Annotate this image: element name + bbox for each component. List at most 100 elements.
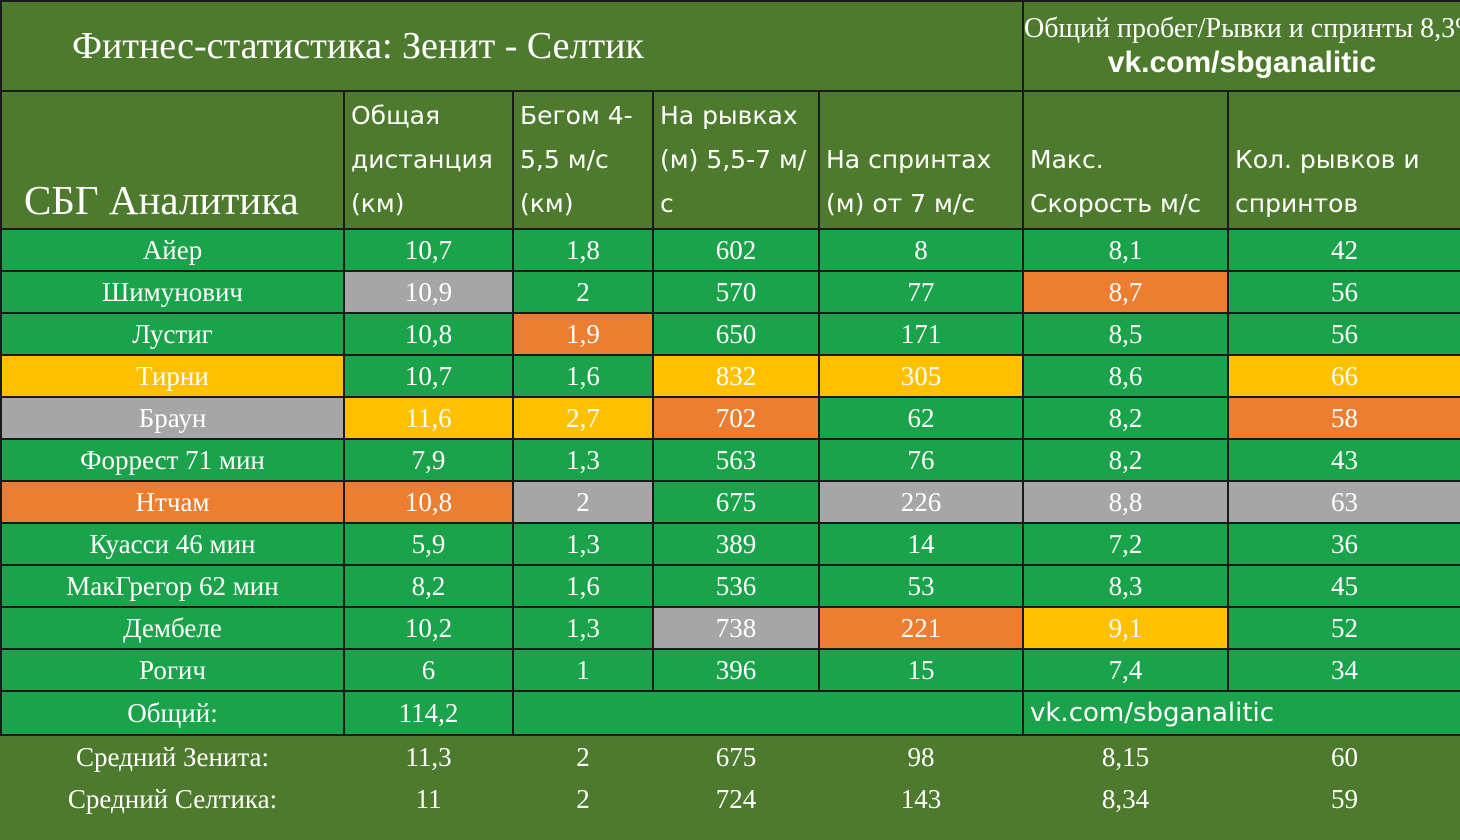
stat-cell: 7,4 — [1022, 648, 1229, 692]
title-side: Общий пробег/Рывки и спринты 8,3% vk.com… — [1021, 0, 1460, 92]
stat-cell: 1,9 — [512, 312, 654, 356]
stat-cell: 563 — [652, 438, 820, 482]
average-label: Средний Селтика: — [1, 778, 344, 820]
footer-link[interactable]: vk.com/sbganalitic — [1021, 690, 1460, 736]
stat-cell: 43 — [1226, 438, 1460, 482]
stat-cell: 536 — [652, 564, 820, 608]
stat-cell: 5,9 — [343, 522, 514, 566]
header-row: СБГ Аналитика Общая дистанция (км) Бегом… — [0, 90, 1460, 230]
average-value: 675 — [653, 735, 819, 778]
stat-cell: 2 — [512, 270, 654, 314]
player-name: Тирни — [0, 354, 345, 398]
average-value: 60 — [1228, 735, 1460, 778]
stat-cell: 2,7 — [512, 396, 654, 440]
stat-cell: 570 — [652, 270, 820, 314]
average-value: 11 — [344, 778, 513, 820]
stat-cell: 8 — [818, 228, 1024, 272]
stat-cell: 34 — [1226, 648, 1460, 692]
stat-cell: 56 — [1226, 270, 1460, 314]
stat-cell: 56 — [1226, 312, 1460, 356]
player-name: Айер — [0, 228, 345, 272]
table-row: Браун 11,6 2,7 702 62 8,2 58 — [0, 396, 1460, 440]
column-header: Бегом 4-5,5 м/с (км) — [512, 90, 654, 230]
column-header: Кол. рывков и спринтов — [1226, 90, 1460, 230]
stats-table: Фитнес-статистика: Зенит - Селтик Общий … — [0, 0, 1460, 820]
player-name: Шимунович — [0, 270, 345, 314]
average-value: 8,34 — [1023, 778, 1228, 820]
stat-cell: 77 — [818, 270, 1024, 314]
stat-cell: 7,9 — [343, 438, 514, 482]
player-name: Нтчам — [0, 480, 345, 524]
table-row: Тирни 10,7 1,6 832 305 8,6 66 — [0, 354, 1460, 398]
stat-cell: 1,3 — [512, 606, 654, 650]
stat-cell: 8,3 — [1022, 564, 1229, 608]
total-value: 114,2 — [343, 690, 514, 736]
stat-cell: 66 — [1226, 354, 1460, 398]
total-label: Общий: — [0, 690, 345, 736]
average-value: 724 — [653, 778, 819, 820]
stat-cell: 7,2 — [1022, 522, 1229, 566]
table-row: Шимунович 10,9 2 570 77 8,7 56 — [0, 270, 1460, 314]
header-link[interactable]: vk.com/sbganalitic — [1107, 46, 1377, 79]
table-row: Айер 10,7 1,8 602 8 8,1 42 — [0, 228, 1460, 272]
stat-cell: 221 — [818, 606, 1024, 650]
average-label: Средний Зенита: — [1, 735, 344, 778]
table-row: Рогич 6 1 396 15 7,4 34 — [0, 648, 1460, 692]
player-name: Форрест 71 мин — [0, 438, 345, 482]
stat-cell: 675 — [652, 480, 820, 524]
stat-cell: 1,3 — [512, 522, 654, 566]
stat-cell: 602 — [652, 228, 820, 272]
stat-cell: 10,9 — [343, 270, 514, 314]
page-title: Фитнес-статистика: Зенит - Селтик — [0, 0, 1024, 92]
column-header: Общая дистанция (км) — [343, 90, 514, 230]
average-value: 2 — [513, 778, 653, 820]
stat-cell: 36 — [1226, 522, 1460, 566]
column-header: На спринтах (м) от 7 м/с — [818, 90, 1024, 230]
average-value: 98 — [819, 735, 1023, 778]
total-empty — [512, 690, 1024, 736]
table-row: Форрест 71 мин 7,9 1,3 563 76 8,2 43 — [0, 438, 1460, 482]
column-header: Макс. Скорость м/с — [1022, 90, 1229, 230]
stat-cell: 389 — [652, 522, 820, 566]
table-row: Нтчам 10,8 2 675 226 8,8 63 — [0, 480, 1460, 524]
stat-cell: 8,1 — [1022, 228, 1229, 272]
total-row: Общий: 114,2 vk.com/sbganalitic — [0, 690, 1460, 736]
subtitle: Общий пробег/Рывки и спринты 8,3% — [1024, 13, 1460, 44]
stat-cell: 15 — [818, 648, 1024, 692]
stat-cell: 171 — [818, 312, 1024, 356]
average-value: 8,15 — [1023, 735, 1228, 778]
stat-cell: 6 — [343, 648, 514, 692]
stat-cell: 8,8 — [1022, 480, 1229, 524]
brand-label: СБГ Аналитика — [0, 90, 345, 230]
player-name: Лустиг — [0, 312, 345, 356]
stat-cell: 76 — [818, 438, 1024, 482]
stat-cell: 10,7 — [343, 354, 514, 398]
average-value: 11,3 — [344, 735, 513, 778]
stat-cell: 8,5 — [1022, 312, 1229, 356]
stat-cell: 396 — [652, 648, 820, 692]
stat-cell: 8,2 — [343, 564, 514, 608]
stat-cell: 8,2 — [1022, 396, 1229, 440]
table-row: МакГрегор 62 мин 8,2 1,6 536 53 8,3 45 — [0, 564, 1460, 608]
stat-cell: 832 — [652, 354, 820, 398]
average-row: Средний Зенита: 11,3 2 675 98 8,15 60 — [1, 735, 1460, 778]
stat-cell: 738 — [652, 606, 820, 650]
stat-cell: 226 — [818, 480, 1024, 524]
stat-cell: 10,8 — [343, 312, 514, 356]
stat-cell: 305 — [818, 354, 1024, 398]
player-name: Рогич — [0, 648, 345, 692]
stat-cell: 11,6 — [343, 396, 514, 440]
stat-cell: 62 — [818, 396, 1024, 440]
stat-cell: 14 — [818, 522, 1024, 566]
stat-cell: 58 — [1226, 396, 1460, 440]
stat-cell: 8,2 — [1022, 438, 1229, 482]
stat-cell: 63 — [1226, 480, 1460, 524]
stat-cell: 1,8 — [512, 228, 654, 272]
player-name: МакГрегор 62 мин — [0, 564, 345, 608]
average-value: 143 — [819, 778, 1023, 820]
stat-cell: 1,3 — [512, 438, 654, 482]
stat-cell: 10,7 — [343, 228, 514, 272]
stat-cell: 45 — [1226, 564, 1460, 608]
average-row: Средний Селтика: 11 2 724 143 8,34 59 — [1, 778, 1460, 820]
